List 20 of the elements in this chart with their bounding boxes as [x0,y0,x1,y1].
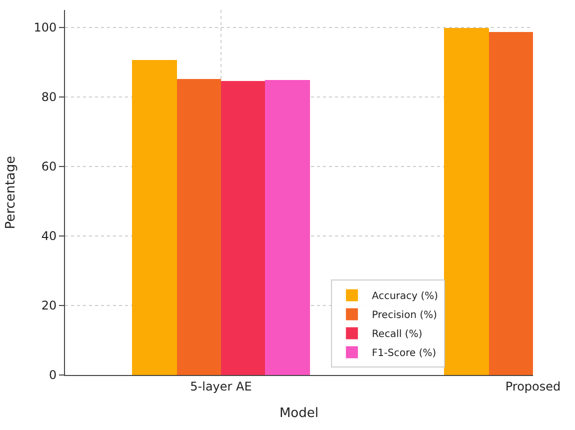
y-tick-label: 0 [48,368,57,382]
bar [489,32,533,375]
bar [177,79,221,375]
legend-label: F1-Score (%) [372,348,436,360]
bar [444,28,489,375]
y-tick-label: 20 [41,298,57,313]
bar [221,81,265,375]
legend-label: Accuracy (%) [372,291,438,302]
x-axis-title: Model [279,406,319,421]
x-tick-label: Proposed [505,379,561,394]
legend-label: Recall (%) [372,329,422,340]
bar [132,60,177,375]
x-tick-label: 5-layer AE [190,379,252,394]
legend-label: Precision (%) [372,310,438,322]
y-tick-label: 80 [41,90,57,104]
y-tick-label: 40 [41,229,57,244]
y-tick-label: 100 [34,20,57,35]
y-axis-title: Percentage [4,156,19,230]
y-tick-label: 60 [41,160,57,174]
bar [265,80,310,375]
